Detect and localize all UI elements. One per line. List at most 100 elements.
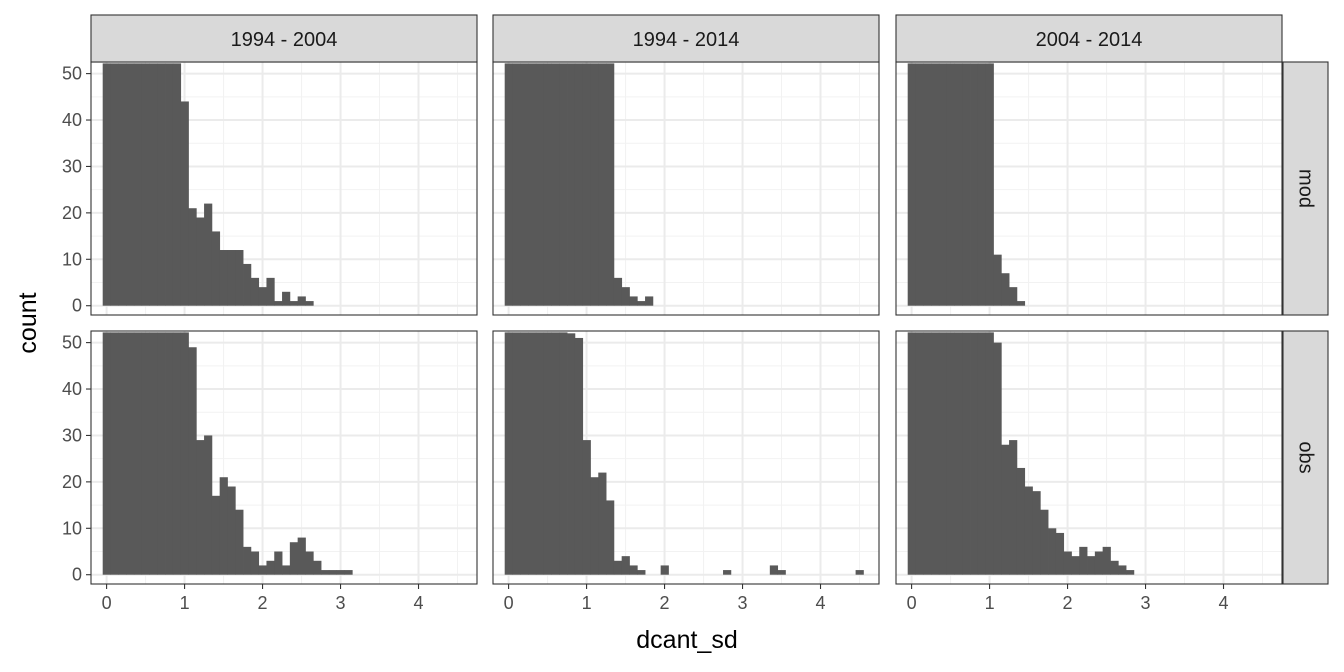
panel-2004-2014-obs <box>895 330 1283 585</box>
histogram-bar <box>985 63 994 306</box>
x-tick-label: 4 <box>1219 593 1229 613</box>
histogram-bar <box>567 333 576 575</box>
histogram-bar <box>196 440 205 575</box>
histogram-bar <box>282 291 291 306</box>
histogram-bar <box>1016 301 1026 306</box>
histogram-bar <box>637 301 646 306</box>
histogram-bar <box>946 332 955 575</box>
histogram-bar <box>274 301 283 306</box>
histogram-bar <box>204 435 213 575</box>
histogram-bar <box>1016 467 1026 575</box>
x-tick-label: 3 <box>738 593 748 613</box>
histogram-bar <box>219 250 228 306</box>
histogram-bar <box>1032 491 1041 575</box>
axes-layer: 1994 - 2004 1994 - 2014 2004 - 2014 mod obs 0… <box>62 14 1329 613</box>
x-tick-label: 3 <box>336 593 346 613</box>
histogram-bar <box>582 63 591 306</box>
y-tick-label: 10 <box>62 518 82 538</box>
histogram-bar <box>204 203 213 306</box>
y-tick-label: 0 <box>72 296 82 316</box>
x-tick-label: 2 <box>1063 593 1073 613</box>
histogram-bar <box>328 570 338 575</box>
histogram-bar <box>543 332 552 575</box>
strip-col-1994-2014 <box>492 14 880 63</box>
histogram-bar <box>938 332 948 575</box>
histogram-bar <box>321 570 330 575</box>
strip-row-mod <box>1282 61 1329 316</box>
strip-row-label: obs <box>1295 441 1317 473</box>
histogram-bar <box>543 63 552 306</box>
histogram-bar <box>1040 509 1049 575</box>
histogram-bar <box>344 570 353 575</box>
histogram-bar <box>977 63 987 306</box>
histogram-bar <box>336 570 345 575</box>
histogram-bar <box>938 63 948 306</box>
y-tick-label: 40 <box>62 379 82 399</box>
strip-col-1994-2004 <box>90 14 478 63</box>
histogram-bar <box>1009 287 1018 306</box>
histogram-bar <box>227 486 236 575</box>
histogram-bar <box>1063 551 1072 575</box>
y-tick-label: 50 <box>62 64 82 84</box>
x-tick-label: 2 <box>660 593 670 613</box>
histogram-bar <box>1071 556 1080 575</box>
histogram-bar <box>305 551 314 575</box>
histogram-bar <box>180 332 189 575</box>
strip-col-2004-2014 <box>895 14 1283 63</box>
histogram-bar <box>621 287 630 306</box>
strip-col-label: 1994 - 2014 <box>633 29 740 51</box>
x-tick-label: 1 <box>180 593 190 613</box>
histogram-bar <box>551 332 560 575</box>
histogram-bar <box>1094 551 1104 575</box>
histogram-bar <box>219 477 228 575</box>
panel-border <box>90 330 478 585</box>
histogram-bar <box>250 277 260 306</box>
histogram-bar <box>133 332 143 575</box>
histogram-bar <box>297 296 306 306</box>
histogram-bar <box>993 342 1002 575</box>
histogram-bar <box>970 332 979 575</box>
histogram-bar <box>1102 546 1111 575</box>
histogram-bar <box>313 560 322 575</box>
histogram-bar <box>266 277 275 306</box>
histogram-bar <box>1001 273 1010 306</box>
y-axis-title: count <box>14 292 42 353</box>
histogram-bar <box>126 63 135 306</box>
panel-1994-2014-obs <box>492 330 880 585</box>
histogram-bar <box>243 546 252 575</box>
panels-layer <box>90 61 1283 585</box>
histogram-bar <box>923 332 932 575</box>
histogram-bar <box>126 332 135 575</box>
strip-col-label: 1994 - 2004 <box>231 29 338 51</box>
panel-1994-2014-mod <box>492 61 880 316</box>
histogram-bar <box>282 565 291 575</box>
x-tick-label: 4 <box>414 593 424 613</box>
strip-row-label: mod <box>1295 169 1317 208</box>
histogram-bar <box>907 63 916 306</box>
histogram-bar <box>110 63 119 306</box>
histogram-bar <box>855 570 864 575</box>
histogram-bar <box>118 332 127 575</box>
histogram-bar <box>985 332 994 575</box>
histogram-bar <box>946 63 955 306</box>
histogram-bar <box>133 63 143 306</box>
y-tick-label: 0 <box>72 565 82 585</box>
histogram-bar <box>637 570 646 575</box>
histogram-bar <box>559 332 568 575</box>
histogram-bar <box>266 560 275 575</box>
histogram-bar <box>211 231 221 306</box>
histogram-bar <box>102 332 111 575</box>
histogram-bar <box>954 63 963 306</box>
x-tick-label: 0 <box>504 593 514 613</box>
histogram-bar <box>305 301 314 306</box>
histogram-bar <box>1079 546 1088 575</box>
panel-2004-2014-mod <box>895 61 1283 316</box>
histogram-bar <box>1126 570 1135 575</box>
histogram-bar <box>188 347 197 575</box>
histogram-bar <box>149 332 158 575</box>
histogram-bar <box>289 542 299 575</box>
x-tick-label: 1 <box>582 593 592 613</box>
histogram-bar <box>970 63 979 306</box>
histogram-bar <box>613 560 623 575</box>
